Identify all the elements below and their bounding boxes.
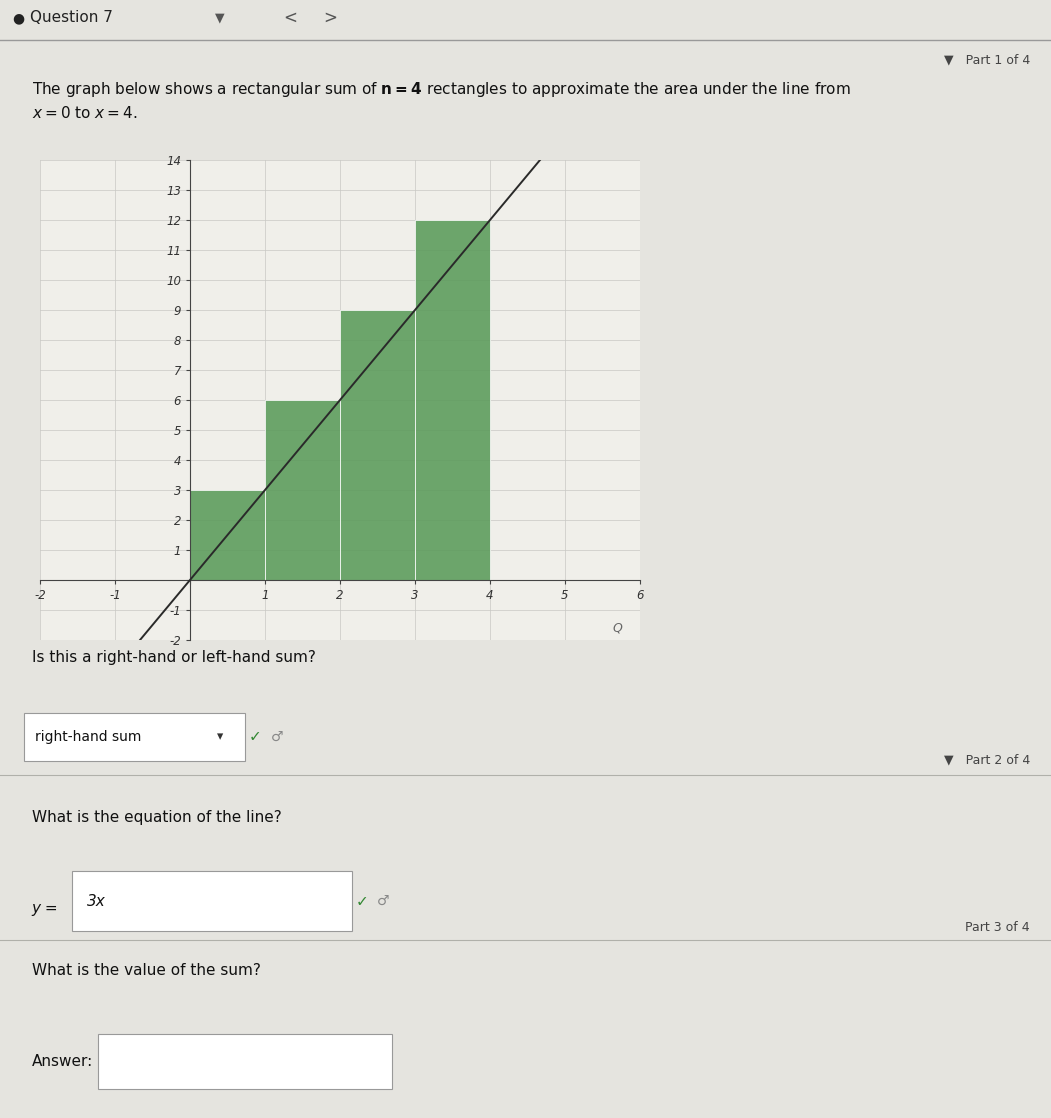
Text: ▼: ▼: [215, 11, 225, 25]
Text: ♂: ♂: [271, 730, 283, 743]
Text: What is the equation of the line?: What is the equation of the line?: [32, 811, 282, 825]
Bar: [415, 220, 490, 580]
Text: The graph below shows a rectangular sum of $\mathbf{n=4}$ rectangles to approxim: The graph below shows a rectangular sum …: [32, 80, 850, 122]
Text: Is this a right-hand or left-hand sum?: Is this a right-hand or left-hand sum?: [32, 650, 315, 665]
Text: Q: Q: [613, 622, 622, 635]
Text: Part 3 of 4: Part 3 of 4: [966, 921, 1030, 934]
FancyBboxPatch shape: [71, 871, 351, 931]
Bar: [265, 400, 341, 580]
Text: <: <: [283, 9, 297, 27]
Text: y =: y =: [32, 901, 63, 916]
Text: ●: ●: [12, 11, 24, 25]
Text: ♂: ♂: [377, 894, 390, 908]
Text: What is the value of the sum?: What is the value of the sum?: [32, 963, 261, 978]
Text: ✓: ✓: [249, 729, 262, 745]
Text: Answer:: Answer:: [32, 1054, 92, 1069]
Text: right-hand sum: right-hand sum: [36, 730, 142, 743]
FancyBboxPatch shape: [98, 1034, 392, 1089]
Text: ✓: ✓: [355, 893, 368, 909]
Text: Question 7: Question 7: [30, 10, 112, 26]
Text: ▼   Part 2 of 4: ▼ Part 2 of 4: [944, 754, 1030, 767]
Text: 3x: 3x: [86, 893, 105, 909]
Text: ▾: ▾: [217, 730, 223, 743]
Text: >: >: [323, 9, 337, 27]
FancyBboxPatch shape: [24, 712, 245, 761]
Text: ▼   Part 1 of 4: ▼ Part 1 of 4: [944, 54, 1030, 66]
Bar: [190, 490, 265, 580]
Bar: [341, 310, 415, 580]
